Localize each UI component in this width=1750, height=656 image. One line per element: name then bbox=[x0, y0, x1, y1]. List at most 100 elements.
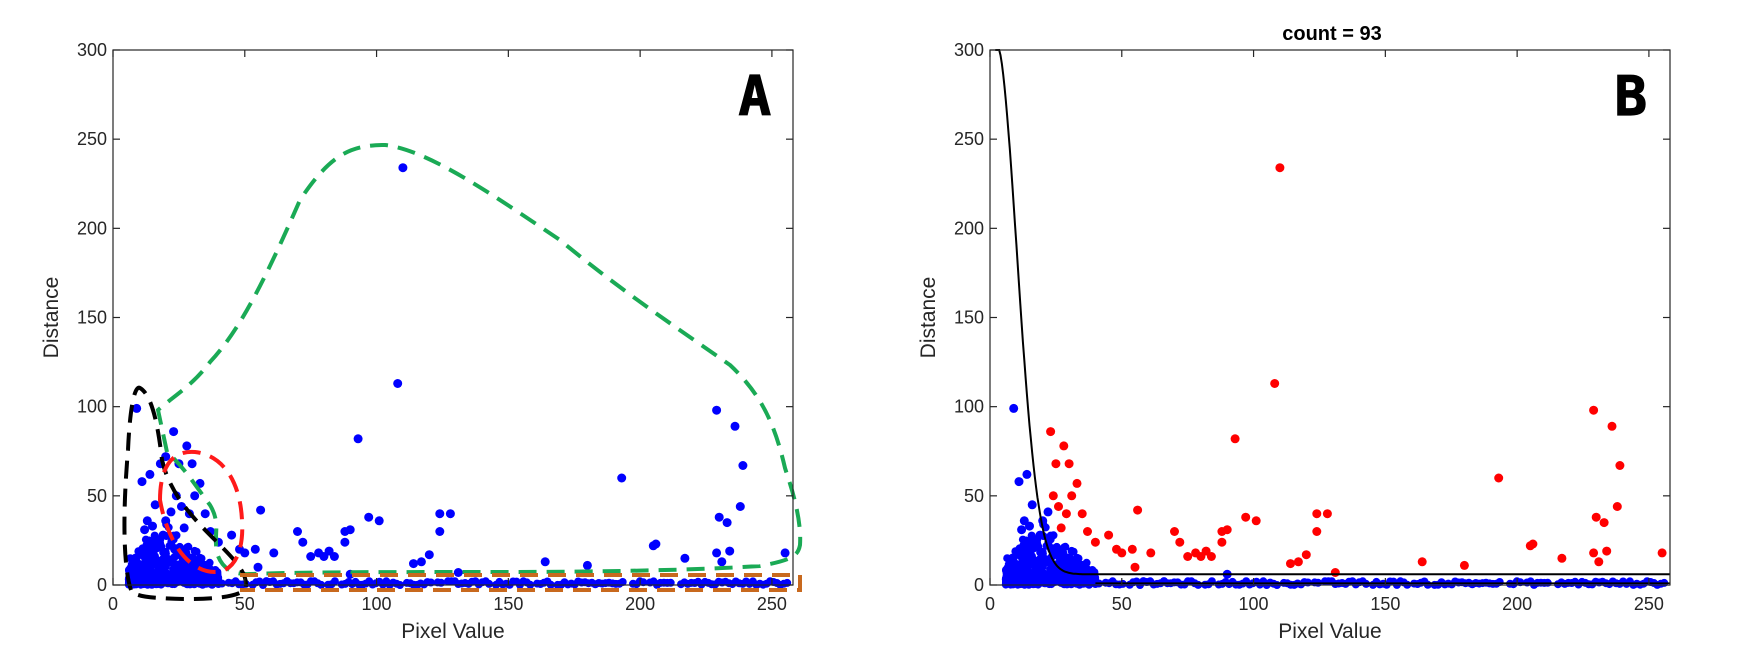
cluster-point bbox=[1016, 549, 1025, 558]
cluster-point bbox=[1029, 573, 1038, 582]
cluster-point bbox=[151, 552, 159, 561]
data-point bbox=[1083, 527, 1092, 536]
data-point bbox=[1117, 548, 1127, 558]
axes-a: 0 50 100 150 200 250 0 50 100 150 200 250 300 Pixel V… bbox=[40, 40, 794, 643]
data-point bbox=[169, 427, 179, 437]
y-tick-label: 250 bbox=[954, 129, 984, 149]
y-tick-label: 50 bbox=[964, 486, 984, 506]
data-point bbox=[435, 527, 445, 536]
cluster-point bbox=[1073, 553, 1082, 562]
data-point bbox=[409, 559, 418, 569]
panel-label-b: B bbox=[1614, 65, 1647, 128]
data-point bbox=[1607, 421, 1617, 431]
data-point bbox=[1322, 509, 1332, 519]
x-tick-label: 250 bbox=[1634, 594, 1664, 614]
scatter-points-b bbox=[1009, 163, 1667, 579]
data-point bbox=[453, 568, 463, 577]
data-point bbox=[145, 469, 155, 479]
x-tick-label: 50 bbox=[235, 594, 255, 614]
data-point bbox=[651, 539, 661, 549]
data-point bbox=[374, 516, 384, 526]
data-point bbox=[712, 405, 722, 415]
cluster-point bbox=[196, 553, 205, 562]
data-point bbox=[540, 557, 550, 567]
cluster-point bbox=[1010, 567, 1019, 576]
cluster-point bbox=[157, 579, 166, 588]
data-point bbox=[1602, 546, 1612, 556]
cluster-point bbox=[152, 573, 161, 582]
cluster-point bbox=[1078, 578, 1087, 587]
y-axis-label: Distance bbox=[917, 277, 940, 359]
cluster-point bbox=[1044, 571, 1053, 580]
data-point bbox=[1589, 548, 1599, 558]
x-tick-label: 200 bbox=[625, 594, 655, 614]
cluster-points-b bbox=[1001, 517, 1669, 589]
data-point bbox=[1222, 525, 1232, 535]
cluster-point bbox=[145, 537, 154, 546]
data-point bbox=[1301, 550, 1311, 560]
x-tick-label: 200 bbox=[1502, 594, 1532, 614]
data-point bbox=[1286, 559, 1295, 569]
x-tick-label: 0 bbox=[985, 594, 995, 614]
data-point bbox=[182, 441, 192, 451]
data-point bbox=[1072, 478, 1082, 488]
panel-label-a: A bbox=[738, 65, 771, 128]
data-point bbox=[293, 527, 302, 536]
data-point bbox=[717, 557, 727, 567]
data-point bbox=[1043, 507, 1053, 517]
data-point bbox=[1017, 525, 1027, 535]
data-point bbox=[1417, 557, 1427, 567]
data-point bbox=[1528, 539, 1538, 549]
data-point bbox=[190, 491, 200, 501]
y-tick-label: 200 bbox=[954, 218, 984, 238]
cluster-point bbox=[1028, 544, 1037, 553]
y-tick-label: 100 bbox=[77, 397, 107, 417]
data-point bbox=[1014, 477, 1024, 487]
y-tick-label: 150 bbox=[77, 308, 107, 328]
data-point bbox=[1025, 521, 1034, 531]
data-point bbox=[1090, 537, 1100, 547]
data-point bbox=[1104, 530, 1114, 540]
cluster-point bbox=[190, 546, 199, 555]
data-point bbox=[353, 434, 363, 444]
y-tick-label: 200 bbox=[77, 218, 107, 238]
x-tick-label: 100 bbox=[362, 594, 392, 614]
baseline-point bbox=[639, 578, 648, 587]
data-point bbox=[1133, 505, 1143, 515]
data-point bbox=[1170, 527, 1179, 536]
data-point bbox=[250, 544, 260, 554]
cluster-point bbox=[152, 537, 161, 546]
y-tick-label: 150 bbox=[954, 308, 984, 328]
data-point bbox=[1056, 523, 1066, 533]
data-point bbox=[1612, 502, 1622, 511]
data-point bbox=[680, 553, 690, 563]
cluster-point bbox=[132, 554, 140, 563]
data-point bbox=[1054, 502, 1063, 511]
data-point bbox=[1146, 548, 1156, 558]
data-point bbox=[1275, 163, 1285, 173]
cluster-point bbox=[133, 567, 142, 576]
data-point bbox=[364, 512, 374, 522]
data-point bbox=[1175, 537, 1185, 547]
data-point bbox=[1594, 557, 1604, 567]
data-point bbox=[1217, 537, 1227, 547]
red-dashed-region bbox=[157, 449, 245, 575]
data-point bbox=[617, 473, 627, 483]
data-point bbox=[200, 509, 210, 519]
cluster-point bbox=[158, 560, 167, 569]
data-point bbox=[1589, 405, 1599, 415]
cluster-point bbox=[1046, 531, 1055, 540]
data-point bbox=[1061, 509, 1071, 519]
y-tick-label: 0 bbox=[974, 575, 984, 595]
data-point bbox=[1270, 379, 1280, 388]
baseline-point bbox=[1516, 578, 1525, 587]
cluster-point bbox=[1022, 537, 1031, 546]
y-tick-label: 250 bbox=[77, 129, 107, 149]
baseline-point bbox=[783, 578, 792, 587]
cluster-point bbox=[1004, 576, 1013, 585]
green-dashed-region bbox=[155, 142, 803, 577]
data-point bbox=[1494, 473, 1504, 483]
y-tick-label: 300 bbox=[954, 40, 984, 60]
data-point bbox=[1591, 512, 1601, 522]
axes-box bbox=[989, 49, 1671, 586]
